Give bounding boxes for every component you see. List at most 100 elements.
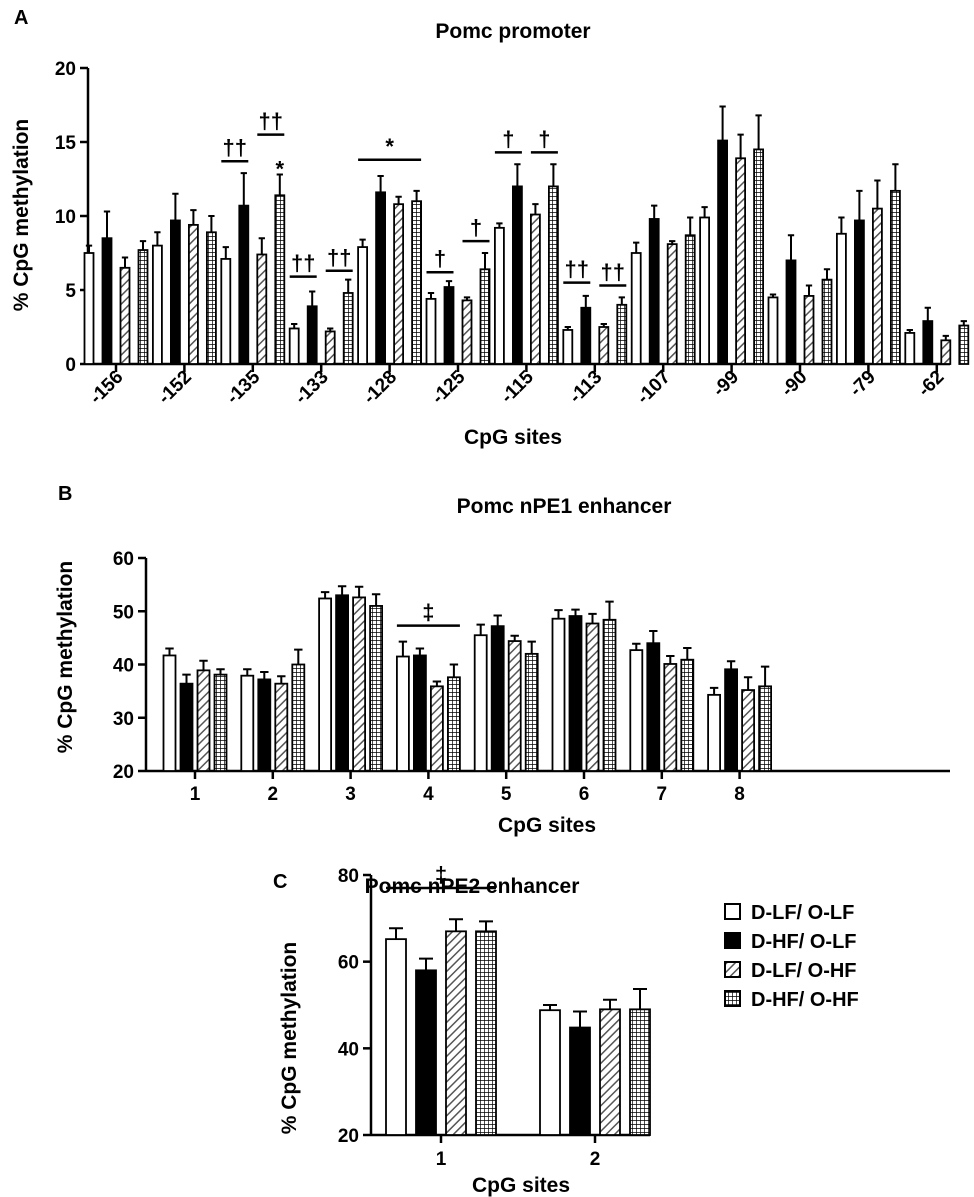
bar — [585, 622, 600, 772]
error-bar — [294, 648, 303, 665]
panel-letter-c: C — [273, 871, 287, 893]
bar — [551, 617, 566, 772]
error-bar — [243, 668, 252, 676]
x-tick-label: -125 — [428, 366, 470, 408]
bar — [741, 689, 755, 772]
y-tick-label: 20 — [55, 59, 76, 80]
error-bar — [199, 659, 208, 671]
bar — [724, 668, 738, 772]
error-bar — [588, 612, 597, 624]
bar — [411, 200, 423, 365]
bar — [663, 663, 678, 772]
error-bar — [445, 280, 453, 288]
error-bar — [687, 216, 694, 236]
bar — [539, 1009, 561, 1136]
error-bar — [960, 320, 967, 326]
error-bar — [276, 173, 283, 196]
bar — [240, 674, 255, 772]
error-bar — [415, 647, 425, 656]
error-bar — [892, 163, 899, 191]
error-bar — [582, 294, 589, 308]
y-tick-label: 30 — [113, 709, 134, 730]
error-bar — [571, 608, 580, 617]
panel-c-plot: 20 40 60 80 1 2 ‡ — [338, 862, 651, 1170]
legend-swatch — [724, 932, 741, 949]
error-bar — [550, 163, 557, 187]
bar — [598, 326, 610, 365]
bar — [335, 594, 350, 772]
y-tick-label: 60 — [338, 953, 359, 974]
y-tick-label: 60 — [113, 549, 134, 570]
error-bar — [337, 585, 347, 596]
bar — [493, 226, 505, 365]
legend-swatch — [724, 903, 741, 920]
error-bar — [769, 293, 777, 298]
error-bar — [277, 675, 286, 684]
y-tick-label: 20 — [113, 762, 134, 783]
panel-a: A Pomc promoter CpG sites % CpG methylat… — [10, 7, 970, 449]
x-tick-label: -90 — [777, 367, 811, 401]
error-bar — [924, 306, 931, 322]
error-bar — [532, 203, 539, 215]
panel-a-plot: 0 5 10 15 20 -156 -152 -135 -133 -128 -125 -115 -113… — [55, 59, 970, 409]
bar — [101, 237, 113, 365]
bar — [580, 306, 592, 365]
panel-a-y-axis-label: % CpG methylation — [10, 119, 33, 312]
bar — [890, 189, 901, 365]
significance-marker: ‡ — [422, 600, 434, 625]
significance-marker: † — [538, 126, 550, 151]
panel-c-x-axis-label: CpG sites — [472, 1174, 570, 1197]
bar — [940, 339, 952, 365]
bar — [758, 685, 772, 772]
error-bar — [856, 189, 863, 221]
bar — [904, 332, 916, 365]
x-tick-label: 8 — [734, 784, 745, 805]
bar — [274, 194, 286, 365]
error-bar — [371, 593, 381, 606]
error-bar — [327, 327, 334, 332]
significance-marker: †† — [565, 257, 589, 282]
error-bar — [449, 918, 463, 932]
panel-b-y-axis-label: % CpG methylation — [54, 561, 77, 754]
error-bar — [726, 660, 736, 670]
bar — [429, 685, 444, 772]
bar — [512, 185, 523, 365]
error-bar — [496, 222, 503, 228]
legend-item: D-HF/ O-HF — [724, 989, 859, 1011]
error-bar — [85, 244, 93, 253]
legend-item: D-LF/ O-LF — [724, 902, 854, 924]
bar — [836, 232, 847, 365]
y-tick-label: 0 — [65, 355, 76, 376]
error-bar — [743, 676, 753, 691]
bar — [475, 930, 497, 1136]
error-bar — [260, 670, 269, 680]
x-tick-label: -156 — [86, 367, 128, 409]
bar — [238, 204, 250, 365]
x-tick-label: -133 — [291, 367, 333, 409]
panel-b: B Pomc nPE1 enhancer CpG sites % CpG met… — [54, 483, 950, 837]
x-tick-label: -115 — [497, 366, 538, 407]
bar — [187, 223, 199, 365]
y-tick-label: 20 — [338, 1126, 359, 1147]
error-bar — [479, 920, 493, 932]
legend-swatch — [724, 961, 741, 978]
bar — [461, 299, 473, 365]
error-bar — [543, 1004, 557, 1011]
error-bar — [222, 246, 229, 259]
panel-letter-a: A — [14, 7, 28, 29]
panel-b-x-axis-label: CpG sites — [498, 814, 596, 837]
legend-item: D-LF/ O-HF — [724, 960, 857, 982]
x-tick-label: 3 — [345, 784, 356, 805]
error-bar — [651, 204, 658, 219]
x-tick-label: 2 — [590, 1149, 601, 1170]
error-bar — [649, 629, 658, 644]
error-bar — [737, 133, 744, 159]
panel-c-title: Pomc nPE2 enhancer — [365, 875, 580, 898]
panel-c: C Pomc nPE2 enhancer CpG sites % CpG met… — [273, 862, 651, 1197]
x-tick-label: -113 — [565, 367, 606, 408]
bar — [196, 669, 211, 772]
bar — [680, 658, 695, 772]
error-bar — [291, 323, 298, 329]
error-bar — [510, 634, 519, 642]
